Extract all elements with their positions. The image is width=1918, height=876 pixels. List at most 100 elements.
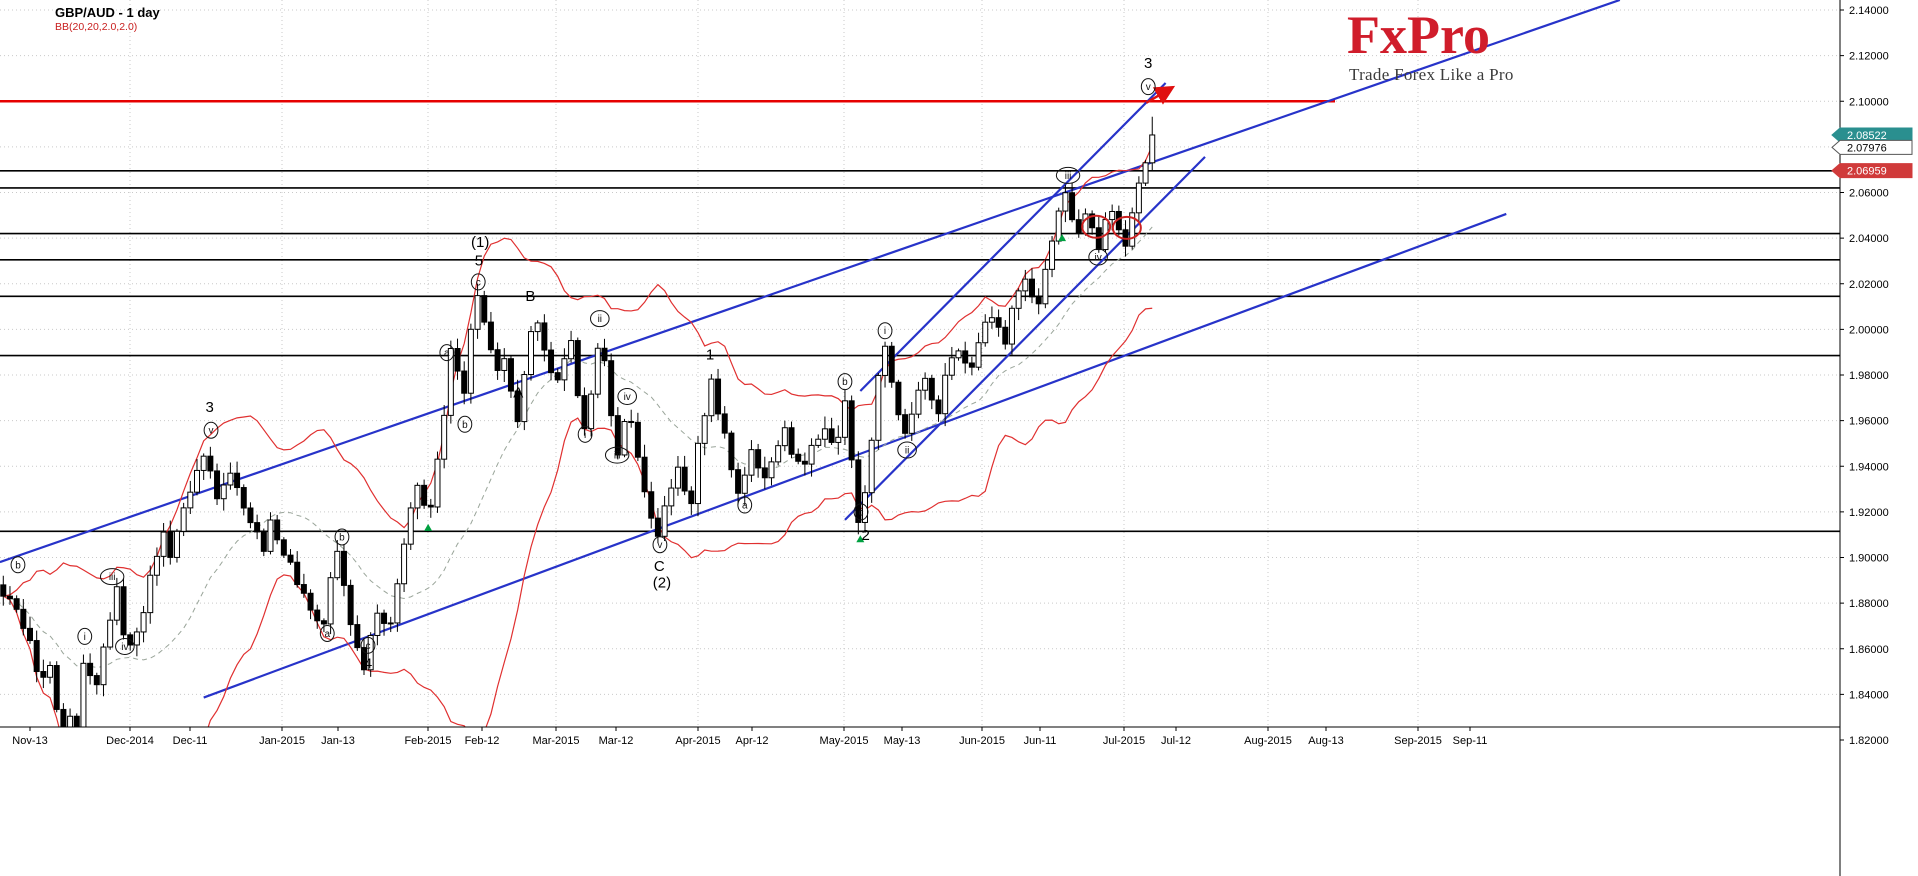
candle-body	[1069, 192, 1076, 221]
candle-body	[601, 347, 608, 362]
candle-body	[588, 393, 595, 430]
price-tag: 2.07976	[1831, 139, 1913, 155]
x-tick-label: Aug-13	[1308, 735, 1343, 747]
candle-body	[688, 490, 695, 505]
candle-body	[908, 413, 915, 434]
wave-label-circle	[897, 441, 917, 459]
wave-label: 5	[475, 252, 483, 269]
candle-body	[614, 415, 621, 456]
wave-label: iii	[614, 451, 621, 462]
wave-label-circle	[115, 637, 135, 655]
candle-body	[160, 531, 167, 557]
candle-body	[494, 349, 501, 371]
candle-body	[648, 491, 655, 519]
candle-body	[47, 665, 54, 678]
candle-body	[120, 586, 127, 636]
wave-label-circle	[853, 503, 869, 521]
wave-label: iv	[121, 642, 128, 653]
wave-label-circle	[360, 636, 376, 654]
candle-body	[207, 455, 214, 472]
y-tick-label: 2.02000	[1849, 279, 1889, 291]
horizontal-levels[interactable]	[0, 170, 1840, 533]
wave-label-circle	[837, 373, 853, 391]
candle-body	[521, 374, 528, 423]
candle-body	[748, 449, 755, 476]
candle-body	[828, 428, 835, 443]
candle-body	[434, 458, 441, 508]
wave-label: a	[324, 629, 330, 640]
candle-body	[841, 400, 848, 438]
wave-label: c	[366, 641, 371, 652]
candle-body	[801, 460, 808, 465]
wave-label-circle	[319, 624, 335, 642]
y-tick-label: 1.90000	[1849, 553, 1889, 565]
plot-area: biiiiiv3vabc4abc5(1)ABiiiiiiivvC(2)1abc2…	[0, 0, 1840, 727]
y-tick-label: 2.04000	[1849, 233, 1889, 245]
candle-body	[93, 675, 100, 686]
candle-body	[922, 377, 929, 391]
fractal-marker-icon	[1058, 234, 1067, 242]
wave-label-circle	[577, 425, 593, 443]
fractal-marker-icon	[856, 535, 865, 543]
wave-label: iv	[624, 392, 631, 403]
candle-body	[1089, 213, 1096, 229]
highlight-circle[interactable]	[1111, 215, 1142, 240]
price-tag-box	[1831, 139, 1913, 155]
candle-body	[167, 531, 174, 558]
candle-body	[247, 507, 254, 524]
wave-label-circle	[470, 273, 486, 291]
candle-body	[220, 484, 227, 500]
candle-body	[541, 322, 548, 351]
breakout-arrow[interactable]	[1145, 85, 1176, 105]
wave-label-circle	[590, 310, 610, 328]
candle-body	[1022, 278, 1029, 292]
chart-header: GBP/AUD - 1 day BB(20,20,2.0,2.0)	[55, 5, 160, 34]
candle-body	[862, 492, 868, 523]
trendlines[interactable]	[0, 0, 1621, 699]
highlight-circle[interactable]	[1081, 214, 1112, 239]
wave-label: b	[339, 532, 345, 543]
candle-body	[300, 584, 307, 594]
x-tick-label: Mar-12	[599, 735, 634, 747]
candle-body	[314, 609, 321, 622]
candle-body	[1015, 290, 1022, 309]
wave-label: 4	[364, 656, 372, 673]
candle-body	[454, 347, 461, 372]
candle-body	[1042, 268, 1049, 305]
candle-body	[1135, 182, 1142, 214]
wave-label-circle	[439, 344, 455, 362]
x-tick-label: Dec-11	[173, 735, 208, 747]
candle-body	[815, 438, 822, 446]
candle-body	[674, 466, 681, 489]
x-tick-label: Dec-2014	[106, 735, 154, 747]
wave-labels: biiiiiv3vabc4abc5(1)ABiiiiiiivvC(2)1abc2…	[10, 55, 1156, 673]
wave-label: A	[513, 384, 523, 401]
wave-label: iii	[1065, 171, 1072, 182]
candle-body	[728, 432, 735, 471]
candle-body	[995, 317, 1002, 328]
candle-body	[955, 350, 962, 359]
candle-body	[147, 574, 154, 614]
wave-label-circle	[1088, 248, 1108, 266]
candle-body	[621, 421, 628, 456]
candle-body	[107, 619, 114, 648]
y-tick-label: 1.98000	[1849, 370, 1889, 382]
candle-body	[848, 400, 855, 461]
candle-body	[80, 662, 87, 727]
candle-body	[1049, 240, 1056, 270]
wave-label: iv	[1095, 253, 1102, 264]
candle-body	[414, 484, 421, 509]
candle-body	[1002, 326, 1009, 345]
wave-label-circle	[1055, 166, 1081, 184]
candle-body	[347, 584, 354, 626]
candle-body	[354, 624, 361, 649]
candle-body	[254, 522, 261, 533]
y-tick-label: 1.86000	[1849, 644, 1889, 656]
symbol-title: GBP/AUD - 1 day	[55, 5, 160, 20]
wave-label-circle	[1140, 78, 1156, 96]
candle-body	[374, 612, 381, 636]
price-tag-value: 2.08522	[1847, 130, 1887, 142]
candle-body	[87, 662, 94, 677]
candle-body	[681, 466, 688, 492]
